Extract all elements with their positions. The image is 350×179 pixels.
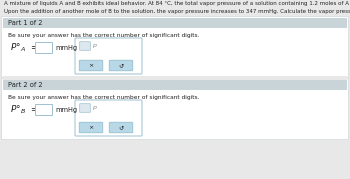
FancyBboxPatch shape <box>79 122 103 133</box>
Text: ↺: ↺ <box>118 125 124 130</box>
Text: $\it{p}$: $\it{p}$ <box>92 104 98 112</box>
FancyBboxPatch shape <box>1 16 349 78</box>
Text: Part 1 of 2: Part 1 of 2 <box>8 20 42 26</box>
FancyBboxPatch shape <box>109 60 133 71</box>
Text: Upon the addition of another mole of B to the solution, the vapor pressure incre: Upon the addition of another mole of B t… <box>4 9 350 14</box>
Text: ×: × <box>88 63 94 68</box>
Text: $\it{p}$: $\it{p}$ <box>92 42 98 50</box>
Text: A mixture of liquids A and B exhibits ideal behavior. At 84 °C, the total vapor : A mixture of liquids A and B exhibits id… <box>4 1 350 6</box>
FancyBboxPatch shape <box>75 100 142 136</box>
FancyBboxPatch shape <box>35 105 52 115</box>
FancyBboxPatch shape <box>35 42 52 54</box>
Text: $\it{P}°_{B}$: $\it{P}°_{B}$ <box>10 104 26 116</box>
Bar <box>3 76 347 80</box>
Text: =: = <box>30 43 37 52</box>
Text: =: = <box>30 105 37 115</box>
Text: Part 2 of 2: Part 2 of 2 <box>8 82 43 88</box>
Text: $\it{P}°_{A}$: $\it{P}°_{A}$ <box>10 42 26 54</box>
Bar <box>3 18 347 28</box>
FancyBboxPatch shape <box>1 79 349 139</box>
Bar <box>3 80 347 90</box>
FancyBboxPatch shape <box>109 122 133 133</box>
FancyBboxPatch shape <box>80 42 90 50</box>
FancyBboxPatch shape <box>80 104 90 112</box>
Text: ×: × <box>88 125 94 130</box>
Text: ↺: ↺ <box>118 63 124 68</box>
FancyBboxPatch shape <box>79 60 103 71</box>
Text: Be sure your answer has the correct number of significant digits.: Be sure your answer has the correct numb… <box>8 95 200 100</box>
Text: Be sure your answer has the correct number of significant digits.: Be sure your answer has the correct numb… <box>8 33 200 38</box>
FancyBboxPatch shape <box>75 38 142 74</box>
Text: mmHg: mmHg <box>55 45 77 51</box>
Text: mmHg: mmHg <box>55 107 77 113</box>
